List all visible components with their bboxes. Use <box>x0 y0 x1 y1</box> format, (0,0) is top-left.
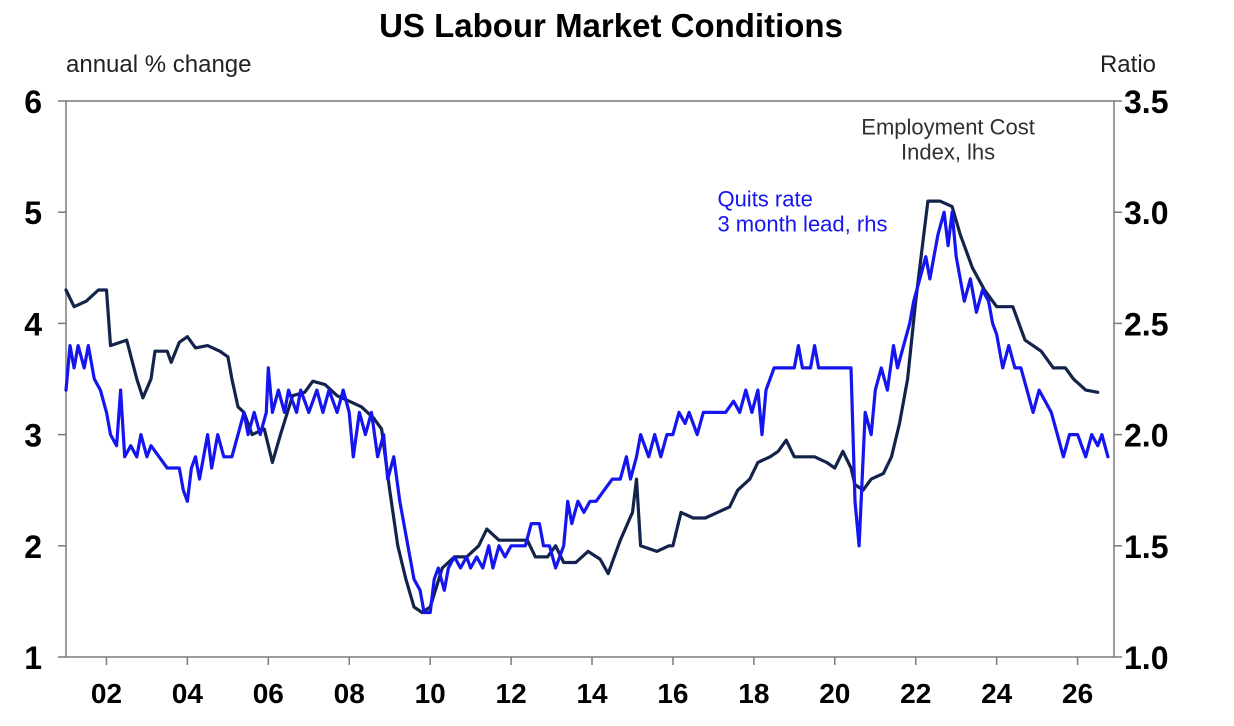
x-tick-label: 04 <box>172 678 204 709</box>
right-axis-label: Ratio <box>1100 51 1156 78</box>
right-axis-ticks: 1.0 1.5 2.0 2.5 3.0 3.5 <box>1114 84 1168 676</box>
x-axis-ticks: 02 04 06 08 10 12 14 16 18 20 22 24 26 <box>91 657 1093 709</box>
left-axis-label: annual % change <box>66 51 251 78</box>
series-line-quits-rate <box>64 210 1110 615</box>
plot-frame <box>65 100 1115 658</box>
x-tick-label: 24 <box>981 678 1013 709</box>
left-tick-label: 5 <box>24 195 42 231</box>
right-tick-label: 3.0 <box>1124 195 1168 231</box>
plot-border <box>65 100 1115 658</box>
x-tick-label: 08 <box>334 678 365 709</box>
series-line-employment-cost-index <box>64 199 1100 615</box>
annotation-employment-cost-index: Index, lhs <box>901 139 995 164</box>
annotation-quits-rate: 3 month lead, rhs <box>717 212 887 237</box>
x-tick-label: 22 <box>900 678 931 709</box>
annotation-employment-cost-index: Employment Cost <box>861 114 1035 139</box>
x-tick-label: 26 <box>1062 678 1093 709</box>
x-tick-label: 02 <box>91 678 122 709</box>
right-tick-label: 3.5 <box>1124 84 1168 120</box>
right-tick-label: 2.0 <box>1124 418 1168 454</box>
left-tick-label: 2 <box>24 529 42 565</box>
x-tick-label: 12 <box>496 678 527 709</box>
right-tick-label: 2.5 <box>1124 306 1168 342</box>
x-tick-label: 10 <box>415 678 446 709</box>
left-tick-label: 3 <box>24 418 42 454</box>
chart-title: US Labour Market Conditions <box>379 7 843 44</box>
left-axis-ticks: 1 2 3 4 5 6 <box>24 84 66 676</box>
annotation-quits-rate: Quits rate <box>717 187 812 212</box>
left-tick-label: 1 <box>24 640 42 676</box>
right-tick-label: 1.0 <box>1124 640 1168 676</box>
right-tick-label: 1.5 <box>1124 529 1168 565</box>
x-tick-label: 16 <box>657 678 688 709</box>
x-tick-label: 14 <box>576 678 608 709</box>
left-tick-label: 6 <box>24 84 42 120</box>
x-tick-label: 20 <box>819 678 850 709</box>
left-tick-label: 4 <box>24 306 42 342</box>
series-layer <box>64 199 1110 615</box>
x-tick-label: 06 <box>253 678 284 709</box>
x-tick-label: 18 <box>738 678 769 709</box>
